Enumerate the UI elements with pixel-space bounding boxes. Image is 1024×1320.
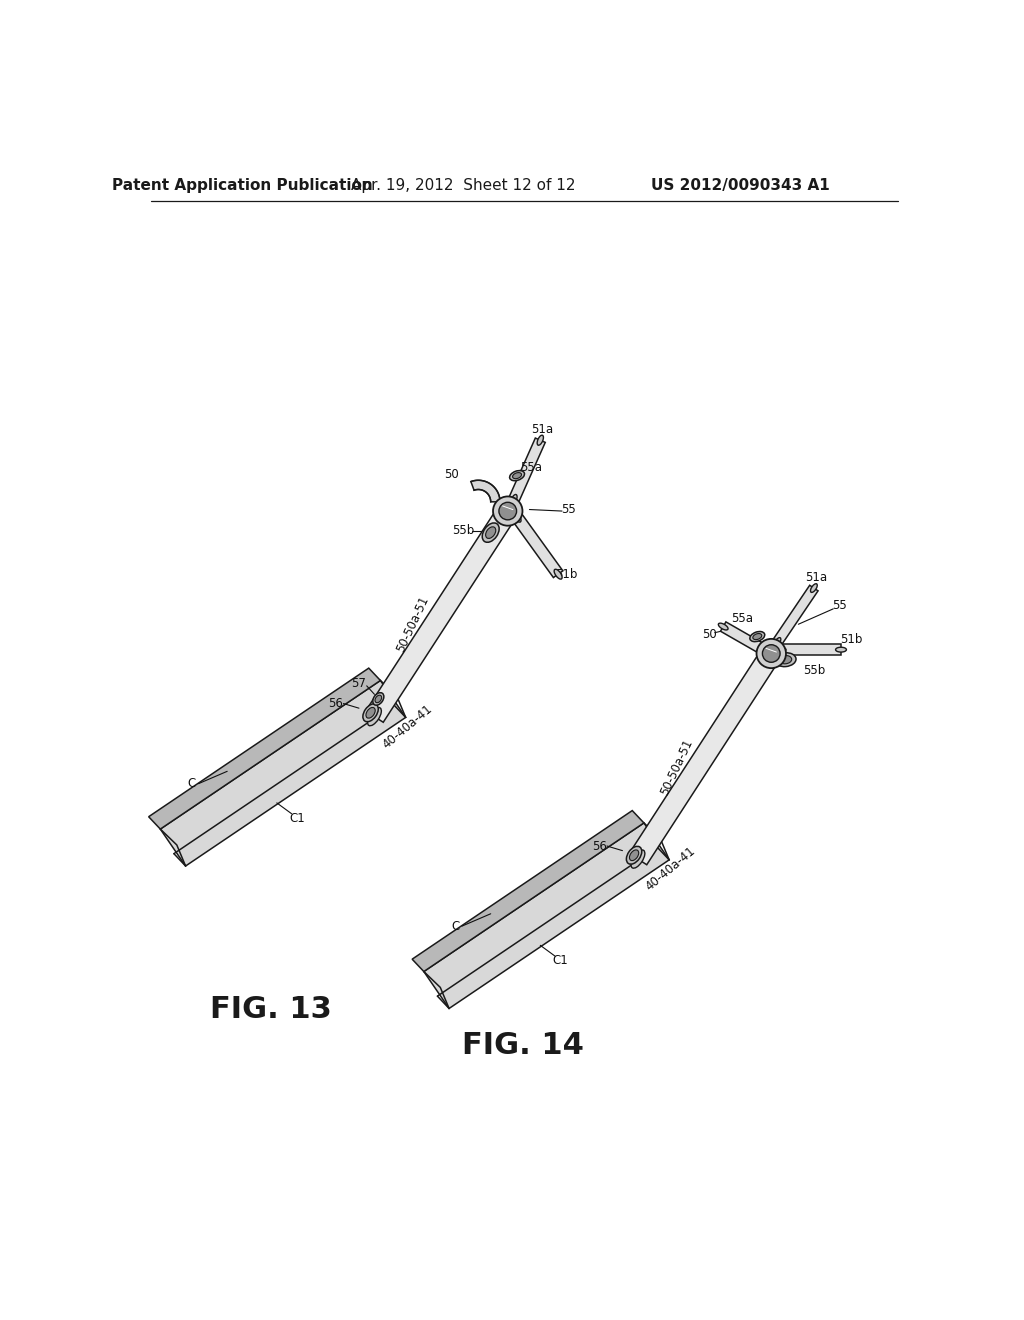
Polygon shape bbox=[148, 668, 381, 829]
Text: 51b: 51b bbox=[555, 568, 578, 581]
Circle shape bbox=[493, 496, 522, 525]
Ellipse shape bbox=[511, 495, 517, 504]
Text: 55a: 55a bbox=[520, 462, 542, 474]
Polygon shape bbox=[471, 480, 500, 502]
Ellipse shape bbox=[631, 850, 645, 869]
Ellipse shape bbox=[810, 583, 817, 593]
Ellipse shape bbox=[482, 523, 499, 543]
Text: 55: 55 bbox=[833, 599, 847, 612]
Ellipse shape bbox=[501, 502, 515, 520]
Polygon shape bbox=[721, 622, 766, 655]
Text: C: C bbox=[451, 920, 459, 933]
Ellipse shape bbox=[513, 473, 521, 479]
Polygon shape bbox=[773, 585, 818, 644]
Text: 55: 55 bbox=[561, 503, 575, 516]
Text: 56: 56 bbox=[592, 840, 606, 853]
Ellipse shape bbox=[630, 850, 639, 861]
Text: 50: 50 bbox=[701, 628, 717, 640]
Polygon shape bbox=[629, 648, 780, 865]
Ellipse shape bbox=[774, 638, 781, 647]
Text: 56: 56 bbox=[329, 697, 343, 710]
Text: C1: C1 bbox=[289, 812, 305, 825]
Ellipse shape bbox=[764, 644, 778, 663]
Ellipse shape bbox=[719, 623, 728, 630]
Ellipse shape bbox=[375, 696, 382, 702]
Ellipse shape bbox=[368, 708, 381, 726]
Ellipse shape bbox=[362, 704, 378, 722]
Text: US 2012/0090343 A1: US 2012/0090343 A1 bbox=[651, 178, 829, 193]
Text: 40-40a-41: 40-40a-41 bbox=[380, 702, 434, 751]
Text: Patent Application Publication: Patent Application Publication bbox=[113, 178, 373, 193]
Circle shape bbox=[763, 644, 780, 663]
Ellipse shape bbox=[775, 647, 786, 652]
Ellipse shape bbox=[554, 569, 562, 579]
Text: 40-40a-41: 40-40a-41 bbox=[643, 845, 698, 894]
Text: FIG. 13: FIG. 13 bbox=[211, 995, 332, 1024]
Text: 57: 57 bbox=[351, 677, 367, 690]
Ellipse shape bbox=[366, 708, 375, 718]
Text: C: C bbox=[187, 777, 196, 791]
Text: 50-50a-51: 50-50a-51 bbox=[658, 737, 695, 797]
Text: 51a: 51a bbox=[805, 570, 827, 583]
Polygon shape bbox=[780, 644, 841, 655]
Ellipse shape bbox=[836, 647, 847, 652]
Text: Apr. 19, 2012  Sheet 12 of 12: Apr. 19, 2012 Sheet 12 of 12 bbox=[350, 178, 575, 193]
Text: 55a: 55a bbox=[731, 612, 753, 626]
Ellipse shape bbox=[510, 470, 524, 480]
Ellipse shape bbox=[485, 527, 496, 539]
Polygon shape bbox=[366, 506, 516, 722]
Text: 51b: 51b bbox=[840, 634, 862, 647]
Ellipse shape bbox=[759, 647, 768, 653]
Text: 50: 50 bbox=[444, 467, 460, 480]
Ellipse shape bbox=[774, 652, 796, 667]
Circle shape bbox=[499, 503, 516, 520]
Text: FIG. 14: FIG. 14 bbox=[462, 1031, 584, 1060]
Polygon shape bbox=[161, 681, 406, 866]
Ellipse shape bbox=[373, 693, 384, 705]
Ellipse shape bbox=[538, 436, 544, 445]
Text: 55b: 55b bbox=[452, 524, 474, 537]
Text: 51a: 51a bbox=[531, 422, 554, 436]
Polygon shape bbox=[509, 438, 545, 502]
Polygon shape bbox=[512, 513, 563, 578]
Ellipse shape bbox=[627, 846, 642, 865]
Text: 55b: 55b bbox=[803, 664, 825, 677]
Text: C1: C1 bbox=[553, 954, 568, 968]
Ellipse shape bbox=[753, 634, 762, 640]
Text: 50-50a-51: 50-50a-51 bbox=[394, 594, 432, 655]
Ellipse shape bbox=[513, 512, 521, 523]
Circle shape bbox=[757, 639, 786, 668]
Polygon shape bbox=[424, 822, 669, 1008]
Polygon shape bbox=[412, 810, 644, 972]
Ellipse shape bbox=[778, 656, 792, 664]
Ellipse shape bbox=[750, 631, 765, 642]
